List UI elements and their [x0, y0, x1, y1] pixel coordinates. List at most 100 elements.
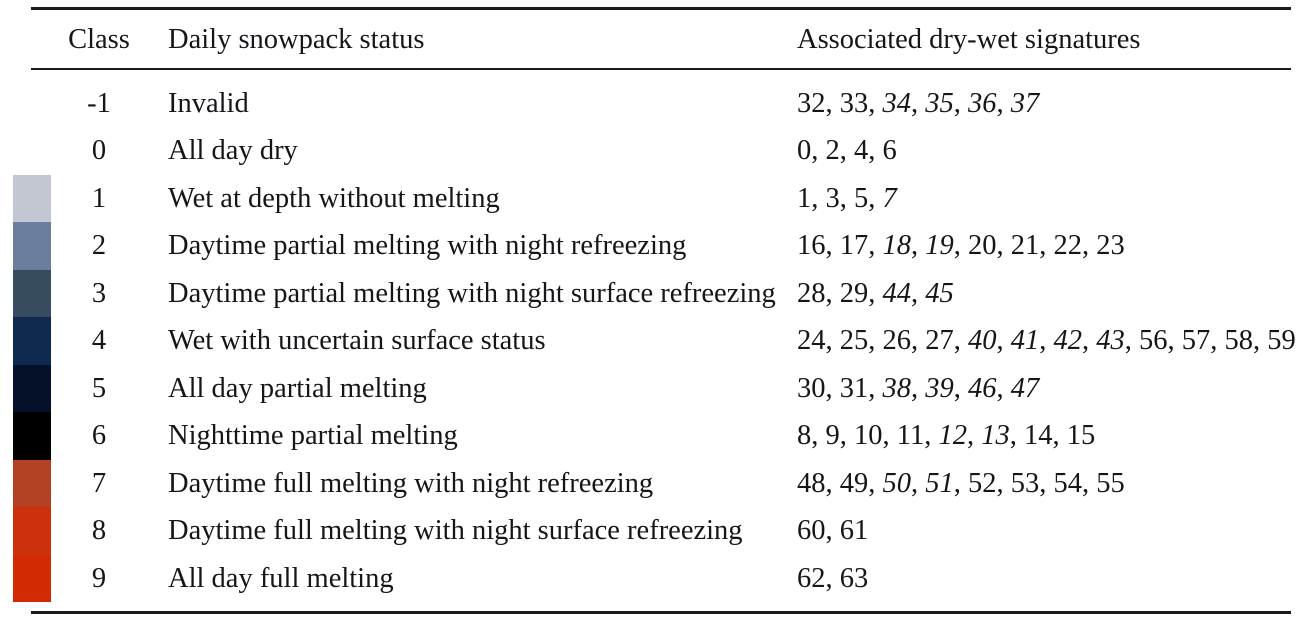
signature-number: 61: [839, 515, 869, 546]
signature-number: 24: [797, 325, 826, 356]
table-row: 2 Daytime partial melting with night refr…: [0, 223, 1296, 271]
signature-number: 10: [854, 420, 883, 451]
class-color-swatch: [13, 507, 51, 555]
status-value: Wet with uncertain surface status: [168, 325, 546, 356]
header-class: Class: [68, 24, 130, 55]
signature-number: 60: [797, 515, 826, 546]
signature-number: 1: [797, 182, 812, 214]
signature-number: 42: [1053, 325, 1083, 356]
signature-number: 48: [797, 467, 826, 499]
status-value: Daytime full melting with night refreezi…: [168, 467, 654, 499]
signatures-value: 48, 49, 50, 51, 52, 53, 54, 55: [797, 467, 1125, 499]
signatures-value: 30, 31, 38, 39, 46, 47: [797, 372, 1040, 404]
signature-number: 50: [882, 467, 912, 499]
table-row: 4 Wet with uncertain surface status 24, 25…: [0, 318, 1296, 366]
status-value: Invalid: [168, 87, 249, 119]
class-value: 1: [91, 182, 107, 214]
signature-number: 45: [925, 277, 954, 309]
signature-number: 4: [854, 135, 869, 166]
signature-number: 27: [925, 325, 954, 356]
signature-number: 17: [839, 230, 869, 261]
signature-number: 9: [825, 420, 840, 451]
signatures-value: 32, 33, 34, 35, 36, 37: [797, 87, 1040, 119]
signature-number: 30: [797, 372, 826, 404]
signature-number: 28: [797, 277, 826, 309]
signature-number: 6: [882, 135, 897, 166]
table-row: 8 Daytime full melting with night surface…: [0, 508, 1296, 556]
signature-number: 56: [1139, 325, 1168, 356]
status-value: Daytime full melting with night surface …: [168, 515, 743, 546]
signature-number: 59: [1267, 325, 1296, 356]
signature-number: 46: [968, 372, 997, 404]
class-value: 8: [91, 515, 107, 546]
signature-number: 53: [1010, 467, 1040, 499]
signature-number: 39: [925, 372, 954, 404]
table-body: -1 Invalid 32, 33, 34, 35, 36, 37 0 All day …: [0, 80, 1296, 603]
signatures-value: 24, 25, 26, 27, 40, 41, 42, 43, 56, 57, …: [797, 325, 1296, 356]
class-color-legend-strip: [13, 175, 51, 602]
header-daily-snowpack-status: Daily snowpack status: [168, 24, 425, 55]
class-value: 9: [91, 562, 107, 594]
signature-number: 49: [839, 467, 869, 499]
signature-number: 44: [882, 277, 912, 309]
signature-number: 32: [797, 87, 826, 119]
signature-number: 19: [925, 230, 954, 261]
status-value: All day dry: [168, 135, 298, 166]
table-row: 0 All day dry 0, 2, 4, 6: [0, 128, 1296, 176]
status-value: Daytime partial melting with night surfa…: [168, 277, 776, 309]
signature-number: 51: [925, 467, 954, 499]
signature-number: 40: [968, 325, 997, 356]
signatures-value: 60, 61: [797, 515, 869, 546]
class-color-swatch: [13, 317, 51, 365]
signature-number: 13: [981, 420, 1010, 451]
signature-number: 31: [839, 372, 869, 404]
header-associated-dry-wet-signatures: Associated dry-wet signatures: [797, 24, 1141, 55]
signatures-value: 16, 17, 18, 19, 20, 21, 22, 23: [797, 230, 1125, 261]
class-color-swatch: [13, 554, 51, 602]
status-value: Nighttime partial melting: [168, 420, 458, 451]
class-value: -1: [87, 87, 111, 119]
signature-number: 20: [968, 230, 997, 261]
signature-number: 58: [1224, 325, 1254, 356]
signature-number: 25: [839, 325, 869, 356]
signature-number: 23: [1096, 230, 1125, 261]
status-value: All day full melting: [168, 562, 394, 594]
signature-number: 38: [882, 372, 912, 404]
signature-number: 29: [839, 277, 869, 309]
signature-number: 33: [839, 87, 869, 119]
class-color-swatch: [13, 459, 51, 508]
signature-number: 57: [1181, 325, 1211, 356]
signature-number: 43: [1096, 325, 1125, 356]
class-value: 0: [91, 135, 107, 166]
signature-number: 7: [882, 182, 897, 214]
class-value: 3: [91, 277, 107, 309]
class-color-swatch: [13, 222, 51, 270]
signature-number: 16: [797, 230, 826, 261]
class-value: 6: [91, 420, 107, 451]
signature-number: 3: [825, 182, 840, 214]
signature-number: 37: [1010, 87, 1040, 119]
signature-number: 2: [825, 135, 840, 166]
signatures-value: 62, 63: [797, 562, 869, 594]
signature-number: 22: [1053, 230, 1083, 261]
signatures-value: 0, 2, 4, 6: [797, 135, 897, 166]
table-row: 3 Daytime partial melting with night surf…: [0, 270, 1296, 318]
table-top-rule: [31, 7, 1291, 10]
signature-number: 54: [1053, 467, 1083, 499]
class-color-swatch: [13, 175, 51, 223]
class-value: 2: [91, 230, 107, 261]
signature-number: 63: [839, 562, 869, 594]
signatures-value: 28, 29, 44, 45: [797, 277, 954, 309]
signature-number: 5: [854, 182, 869, 214]
table-row: 5 All day partial melting 30, 31, 38, 39, …: [0, 365, 1296, 413]
signatures-value: 1, 3, 5, 7: [797, 182, 897, 214]
signature-number: 12: [938, 420, 967, 451]
signature-number: 18: [882, 230, 912, 261]
signature-number: 41: [1010, 325, 1040, 356]
signature-number: 34: [882, 87, 912, 119]
class-color-swatch: [13, 269, 51, 318]
signature-number: 21: [1010, 230, 1040, 261]
status-value: All day partial melting: [168, 372, 427, 404]
table-row: 9 All day full melting 62, 63: [0, 555, 1296, 603]
